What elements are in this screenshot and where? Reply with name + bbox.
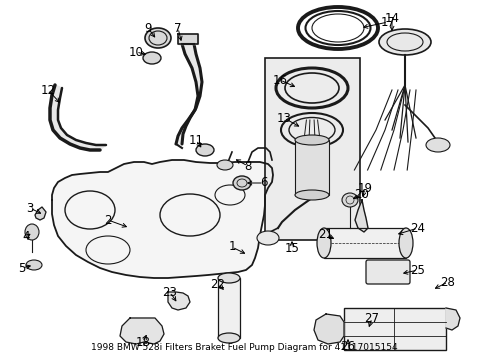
Text: 1: 1 bbox=[228, 240, 235, 253]
Ellipse shape bbox=[378, 29, 430, 55]
Ellipse shape bbox=[425, 138, 449, 152]
Ellipse shape bbox=[232, 176, 250, 190]
Text: 3: 3 bbox=[26, 202, 34, 215]
Ellipse shape bbox=[294, 135, 328, 145]
Ellipse shape bbox=[196, 144, 214, 156]
Text: 24: 24 bbox=[409, 221, 425, 234]
Polygon shape bbox=[178, 34, 198, 44]
Polygon shape bbox=[445, 308, 459, 330]
FancyBboxPatch shape bbox=[365, 260, 409, 284]
Text: 7: 7 bbox=[174, 22, 182, 35]
Bar bbox=[294, 140, 328, 195]
Polygon shape bbox=[120, 318, 163, 344]
Ellipse shape bbox=[316, 228, 330, 258]
Text: 14: 14 bbox=[384, 12, 399, 24]
Text: 13: 13 bbox=[276, 112, 291, 125]
Bar bbox=[264, 58, 359, 240]
Bar bbox=[218, 278, 240, 338]
Ellipse shape bbox=[218, 273, 240, 283]
Text: 8: 8 bbox=[244, 159, 251, 172]
Polygon shape bbox=[50, 85, 106, 150]
Text: 23: 23 bbox=[162, 285, 177, 298]
Polygon shape bbox=[35, 207, 46, 220]
Text: 5: 5 bbox=[18, 261, 26, 274]
Text: 20: 20 bbox=[354, 189, 368, 202]
Ellipse shape bbox=[25, 224, 39, 240]
Text: 4: 4 bbox=[22, 230, 30, 243]
Text: 1998 BMW 528i Filters Braket Fuel Pump Diagram for 41117015154: 1998 BMW 528i Filters Braket Fuel Pump D… bbox=[91, 343, 397, 352]
Text: 9: 9 bbox=[144, 22, 151, 35]
Ellipse shape bbox=[142, 52, 161, 64]
Bar bbox=[324, 228, 405, 258]
Text: 19: 19 bbox=[357, 181, 372, 194]
Ellipse shape bbox=[145, 28, 171, 48]
Text: 22: 22 bbox=[210, 278, 225, 291]
Text: 6: 6 bbox=[260, 176, 267, 189]
Ellipse shape bbox=[398, 228, 412, 258]
Text: 28: 28 bbox=[440, 275, 454, 288]
Text: 27: 27 bbox=[364, 311, 379, 324]
Ellipse shape bbox=[217, 160, 232, 170]
Ellipse shape bbox=[257, 231, 279, 245]
Text: 15: 15 bbox=[284, 242, 299, 255]
Text: 10: 10 bbox=[128, 45, 143, 58]
Text: 25: 25 bbox=[410, 264, 425, 276]
Text: 12: 12 bbox=[41, 84, 55, 96]
Polygon shape bbox=[354, 200, 367, 232]
Polygon shape bbox=[313, 314, 343, 344]
Ellipse shape bbox=[26, 260, 42, 270]
Text: 18: 18 bbox=[135, 336, 150, 348]
Ellipse shape bbox=[218, 333, 240, 343]
Polygon shape bbox=[176, 44, 202, 144]
Polygon shape bbox=[168, 292, 190, 310]
Polygon shape bbox=[52, 160, 272, 278]
Text: 21: 21 bbox=[318, 229, 333, 242]
Bar bbox=[343, 308, 445, 350]
Text: 26: 26 bbox=[340, 339, 355, 352]
Text: 2: 2 bbox=[104, 213, 112, 226]
Ellipse shape bbox=[341, 193, 357, 207]
Text: 11: 11 bbox=[188, 134, 203, 147]
Text: 16: 16 bbox=[272, 73, 287, 86]
Ellipse shape bbox=[294, 190, 328, 200]
Text: 17: 17 bbox=[380, 15, 395, 28]
